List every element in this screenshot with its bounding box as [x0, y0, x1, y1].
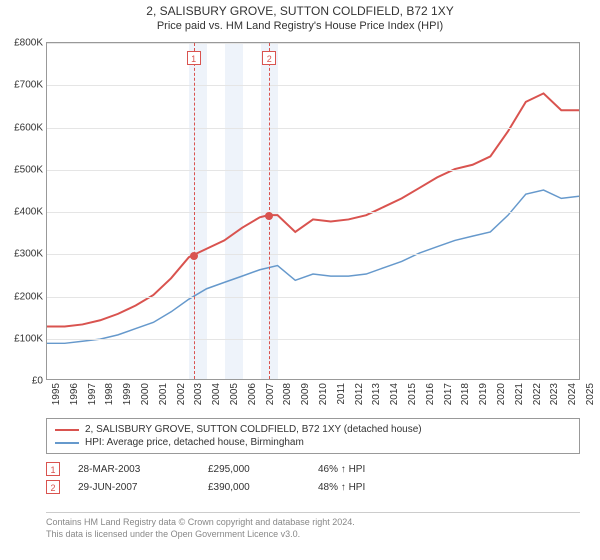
event-marker-badge: 2 [262, 51, 276, 65]
x-axis-label: 2016 [425, 383, 436, 405]
chart-subtitle: Price paid vs. HM Land Registry's House … [0, 20, 600, 32]
chart-title: 2, SALISBURY GROVE, SUTTON COLDFIELD, B7… [0, 4, 600, 18]
x-axis-label: 2010 [318, 383, 329, 405]
x-axis-label: 2024 [567, 383, 578, 405]
x-axis-label: 2021 [514, 383, 525, 405]
y-axis-label: £300K [14, 249, 47, 260]
x-axis-label: 2022 [532, 383, 543, 405]
x-axis-label: 2001 [158, 383, 169, 405]
chart-lines-svg [47, 43, 579, 379]
y-axis-label: £800K [14, 38, 47, 49]
y-axis-label: £600K [14, 122, 47, 133]
y-axis-label: £400K [14, 207, 47, 218]
x-axis-label: 2014 [389, 383, 400, 405]
x-axis-label: 1995 [51, 383, 62, 405]
footer-line: This data is licensed under the Open Gov… [46, 529, 580, 541]
x-axis-label: 2003 [193, 383, 204, 405]
x-axis-label: 2005 [229, 383, 240, 405]
y-axis-label: £500K [14, 164, 47, 175]
legend-label: 2, SALISBURY GROVE, SUTTON COLDFIELD, B7… [85, 424, 422, 435]
x-axis-label: 2015 [407, 383, 418, 405]
x-axis-label: 2023 [549, 383, 560, 405]
x-axis-label: 2006 [247, 383, 258, 405]
gridline [47, 212, 579, 213]
x-axis-label: 2012 [354, 383, 365, 405]
event-point-marker [190, 252, 198, 260]
event-price: £295,000 [208, 464, 318, 475]
series-line-hpi [47, 190, 579, 343]
event-pct: 46% ↑ HPI [318, 464, 428, 475]
legend-label: HPI: Average price, detached house, Birm… [85, 437, 304, 448]
legend-item: 2, SALISBURY GROVE, SUTTON COLDFIELD, B7… [55, 423, 571, 436]
plot-area: £0£100K£200K£300K£400K£500K£600K£700K£80… [46, 42, 580, 380]
event-badge: 1 [46, 462, 60, 476]
event-date: 28-MAR-2003 [78, 464, 208, 475]
event-line [194, 43, 195, 379]
x-axis-label: 2019 [478, 383, 489, 405]
gridline [47, 43, 579, 44]
legend-swatch [55, 442, 79, 444]
event-marker-badge: 1 [187, 51, 201, 65]
events-row: 1 28-MAR-2003 £295,000 46% ↑ HPI [46, 460, 580, 478]
x-axis-label: 1998 [104, 383, 115, 405]
footer: Contains HM Land Registry data © Crown c… [46, 512, 580, 540]
x-axis-label: 1996 [69, 383, 80, 405]
chart-container: 2, SALISBURY GROVE, SUTTON COLDFIELD, B7… [0, 0, 600, 560]
event-pct: 48% ↑ HPI [318, 482, 428, 493]
x-axis-label: 2009 [300, 383, 311, 405]
x-axis-label: 2017 [443, 383, 454, 405]
event-badge: 2 [46, 480, 60, 494]
gridline [47, 339, 579, 340]
x-axis-label: 2008 [282, 383, 293, 405]
footer-line: Contains HM Land Registry data © Crown c… [46, 517, 580, 529]
x-axis-label: 2007 [265, 383, 276, 405]
gridline [47, 297, 579, 298]
y-axis-label: £100K [14, 333, 47, 344]
event-line [269, 43, 270, 379]
x-axis-label: 1997 [87, 383, 98, 405]
legend-item: HPI: Average price, detached house, Birm… [55, 436, 571, 449]
x-axis-label: 2018 [460, 383, 471, 405]
events-row: 2 29-JUN-2007 £390,000 48% ↑ HPI [46, 478, 580, 496]
events-table: 1 28-MAR-2003 £295,000 46% ↑ HPI 2 29-JU… [46, 460, 580, 496]
y-axis-label: £0 [32, 376, 47, 387]
legend-swatch [55, 429, 79, 431]
x-axis-label: 2000 [140, 383, 151, 405]
gridline [47, 170, 579, 171]
title-block: 2, SALISBURY GROVE, SUTTON COLDFIELD, B7… [0, 0, 600, 32]
y-axis-label: £200K [14, 291, 47, 302]
x-axis-label: 2004 [211, 383, 222, 405]
legend: 2, SALISBURY GROVE, SUTTON COLDFIELD, B7… [46, 418, 580, 454]
gridline [47, 85, 579, 86]
x-axis-label: 2011 [336, 383, 347, 405]
event-date: 29-JUN-2007 [78, 482, 208, 493]
x-axis-label: 2020 [496, 383, 507, 405]
y-axis-label: £700K [14, 80, 47, 91]
x-axis-label: 1999 [122, 383, 133, 405]
gridline [47, 254, 579, 255]
x-axis-label: 2002 [176, 383, 187, 405]
event-point-marker [265, 212, 273, 220]
x-axis-label: 2013 [371, 383, 382, 405]
event-price: £390,000 [208, 482, 318, 493]
x-axis-label: 2025 [585, 383, 596, 405]
gridline [47, 128, 579, 129]
